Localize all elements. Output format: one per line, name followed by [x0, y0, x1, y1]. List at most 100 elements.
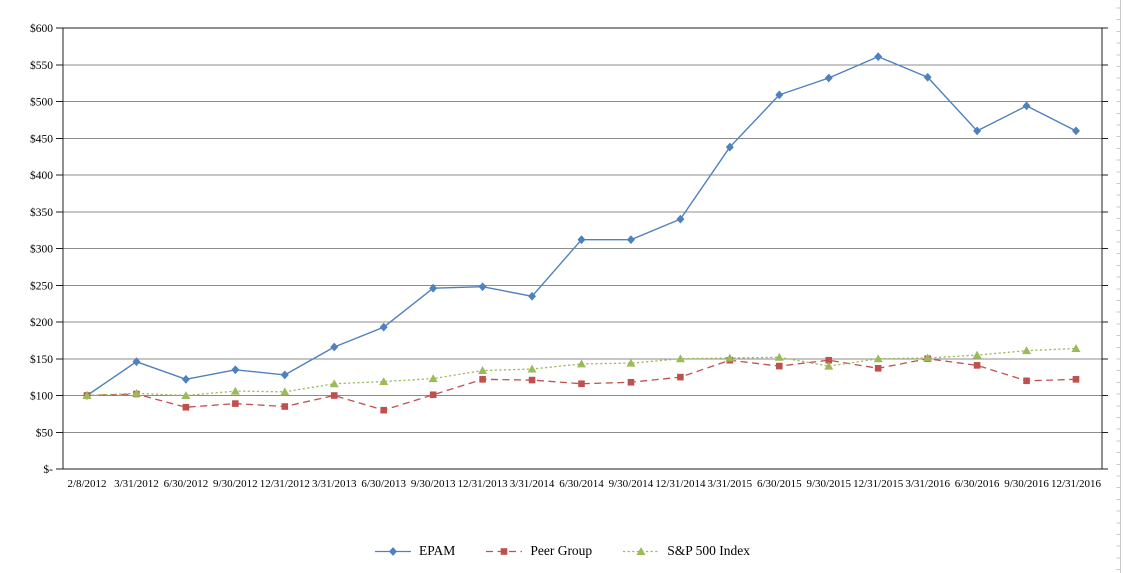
- data-point-marker: [528, 376, 536, 384]
- legend-marker: [636, 546, 646, 555]
- data-point-marker: [577, 359, 586, 368]
- x-axis-label: 3/31/2015: [708, 478, 753, 490]
- data-point-marker: [923, 72, 932, 82]
- data-point-marker: [675, 354, 685, 363]
- data-point-marker: [973, 126, 982, 136]
- data-point-marker: [428, 374, 438, 383]
- data-point-marker: [478, 366, 488, 375]
- diamond-marker-icon: [375, 546, 412, 556]
- data-point-marker: [132, 357, 141, 367]
- x-axis-label: 3/31/2014: [510, 478, 555, 490]
- data-point-marker: [1022, 101, 1031, 111]
- x-axis-label: 3/31/2013: [312, 478, 357, 490]
- data-point-marker: [281, 403, 289, 410]
- data-point-marker: [181, 374, 190, 384]
- data-point-marker: [182, 403, 190, 411]
- data-point-marker: [626, 358, 636, 367]
- data-point-marker: [874, 365, 882, 372]
- data-point-marker: [429, 283, 438, 293]
- data-point-marker: [330, 392, 338, 399]
- data-point-marker: [774, 352, 784, 361]
- series-s-p-500-index: [82, 344, 1081, 399]
- data-point-marker: [280, 370, 289, 380]
- data-point-marker: [329, 379, 339, 388]
- square-marker-icon: [486, 547, 523, 555]
- x-axis-label: 9/30/2014: [609, 478, 654, 490]
- x-axis-label: 12/31/2012: [260, 478, 310, 490]
- data-point-marker: [429, 391, 437, 399]
- data-point-marker: [676, 214, 685, 224]
- data-point-marker: [131, 388, 141, 397]
- y-axis-label: $400: [30, 169, 53, 182]
- data-point-marker: [1023, 377, 1030, 385]
- data-point-marker: [923, 353, 933, 362]
- x-axis-label: 3/31/2016: [905, 478, 950, 490]
- x-axis-label: 9/30/2012: [213, 478, 258, 490]
- data-point-marker: [775, 90, 784, 100]
- data-point-marker: [725, 353, 735, 362]
- chart-legend: EPAM Peer Group S&P 500 Index: [0, 543, 1124, 559]
- data-point-marker: [280, 387, 290, 396]
- legend-label: EPAM: [419, 543, 456, 558]
- x-axis-label: 6/30/2016: [955, 478, 1000, 490]
- page-edge-rule: [1116, 0, 1121, 573]
- data-point-marker: [578, 380, 585, 388]
- x-axis-label: 12/31/2013: [458, 478, 509, 490]
- data-point-marker: [1022, 346, 1032, 355]
- x-axis-label: 6/30/2015: [757, 478, 802, 490]
- legend-item-peer-group: Peer Group: [485, 543, 592, 559]
- data-point-marker: [1072, 126, 1080, 136]
- triangle-marker-icon: [623, 546, 660, 555]
- x-axis-label: 9/30/2015: [806, 478, 851, 490]
- data-point-marker: [825, 356, 833, 364]
- y-axis-label: $100: [30, 390, 53, 403]
- y-axis-label: $250: [30, 279, 53, 292]
- data-point-marker: [824, 73, 833, 83]
- x-axis-label: 9/30/2013: [411, 478, 456, 490]
- x-axis-label: 2/8/2012: [67, 478, 106, 490]
- data-point-marker: [231, 365, 240, 375]
- x-axis-label: 12/31/2014: [655, 478, 706, 490]
- y-axis-label: $300: [30, 243, 53, 256]
- y-axis-label: $-: [43, 463, 53, 476]
- data-point-marker: [181, 391, 191, 399]
- data-point-marker: [874, 52, 883, 62]
- data-point-marker: [1071, 344, 1081, 352]
- y-axis-label: $550: [30, 59, 53, 72]
- data-point-marker: [873, 354, 883, 363]
- data-point-marker: [232, 400, 239, 407]
- x-axis-label: 9/30/2016: [1004, 478, 1049, 490]
- y-axis-label: $600: [30, 22, 53, 35]
- data-point-marker: [577, 235, 586, 245]
- y-axis-label: $350: [30, 206, 53, 219]
- data-point-marker: [527, 364, 537, 373]
- data-point-marker: [230, 386, 240, 395]
- data-point-marker: [379, 322, 388, 332]
- data-point-marker: [380, 406, 387, 414]
- series-line: [86, 358, 1077, 411]
- data-point-marker: [725, 142, 734, 152]
- legend-label: Peer Group: [530, 543, 593, 558]
- legend-marker: [501, 547, 508, 555]
- data-point-marker: [973, 362, 981, 369]
- data-point-marker: [379, 377, 389, 386]
- x-axis-label: 12/31/2016: [1051, 478, 1102, 490]
- series-epam: [83, 52, 1080, 400]
- y-axis-label: $50: [36, 426, 54, 439]
- data-point-marker: [627, 378, 635, 386]
- x-axis-label: 6/30/2014: [559, 478, 604, 490]
- data-point-marker: [82, 391, 92, 399]
- y-axis-label: $500: [30, 96, 53, 109]
- y-axis-label: $150: [30, 353, 53, 366]
- data-point-marker: [824, 361, 834, 370]
- x-axis-label: 12/31/2015: [853, 478, 904, 490]
- legend-label: S&P 500 Index: [667, 543, 750, 558]
- data-point-marker: [677, 373, 684, 381]
- x-axis-label: 6/30/2012: [164, 478, 209, 490]
- data-point-marker: [776, 362, 783, 370]
- legend-item-s-p-500-index: S&P 500 Index: [622, 543, 750, 559]
- data-point-marker: [479, 376, 486, 383]
- y-axis-label: $450: [30, 132, 53, 145]
- y-axis-label: $200: [30, 316, 53, 329]
